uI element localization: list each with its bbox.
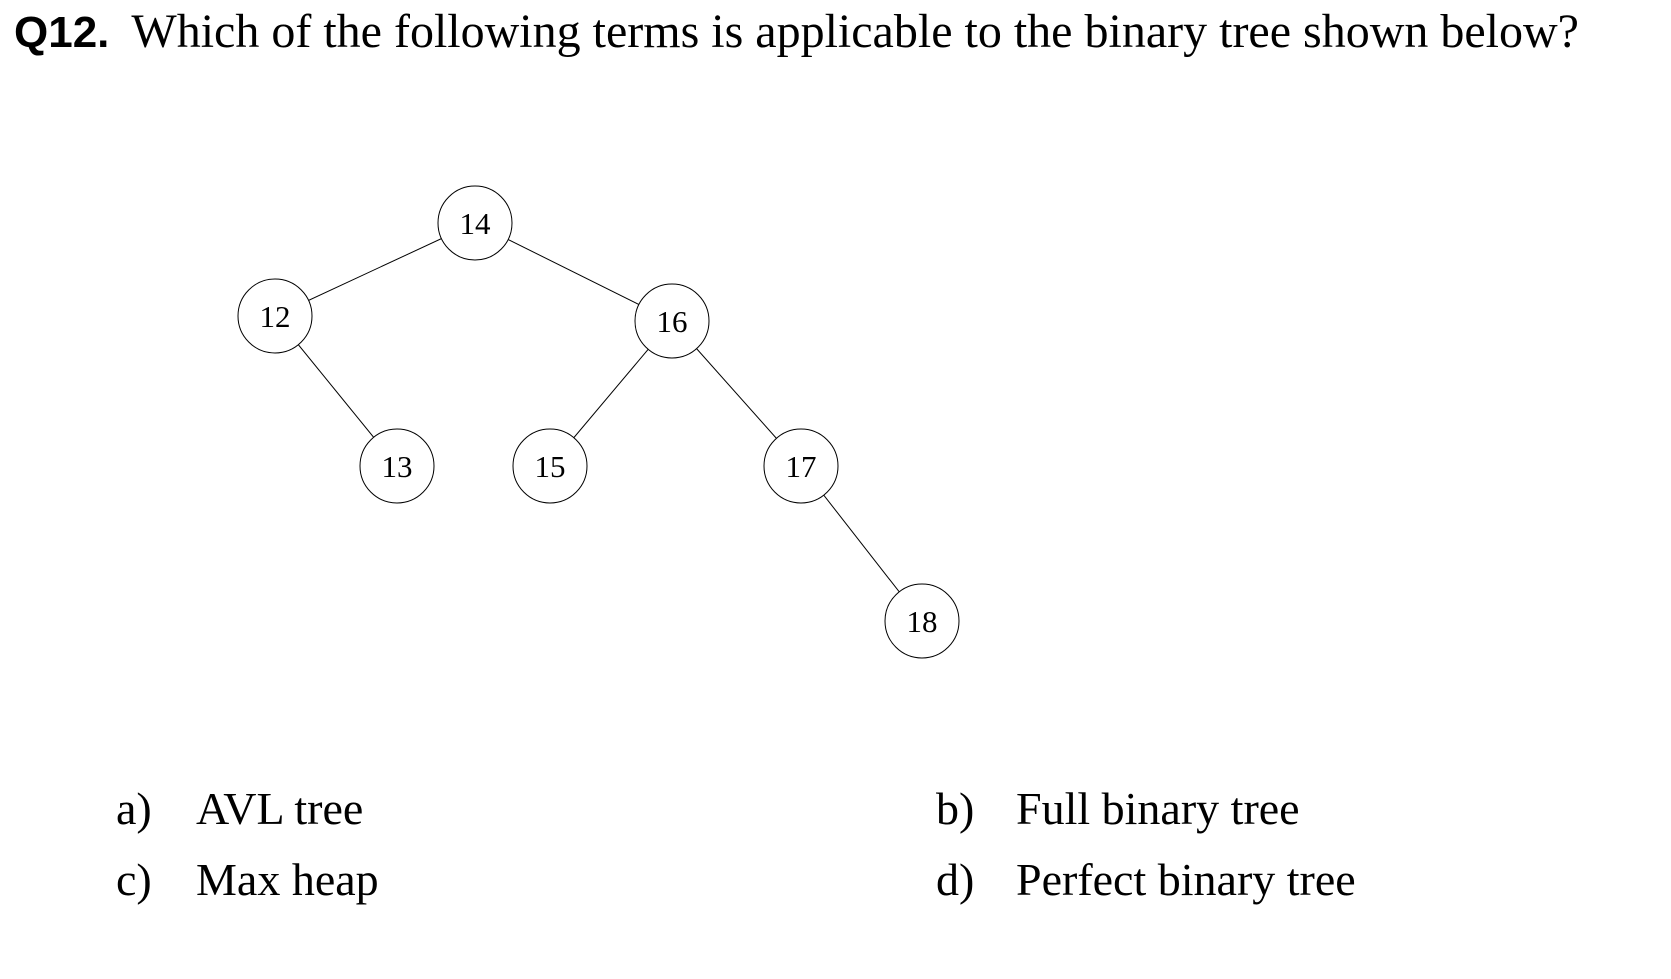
node-value: 16 bbox=[657, 304, 688, 339]
option-text: AVL tree bbox=[196, 783, 364, 834]
question-number: Q12. bbox=[14, 8, 110, 57]
option-c[interactable]: c) Max heap bbox=[116, 857, 379, 903]
node-value: 14 bbox=[460, 206, 492, 241]
node-value: 13 bbox=[382, 449, 413, 484]
tree-node-14: 14 bbox=[437, 185, 513, 261]
option-text: Max heap bbox=[196, 854, 379, 905]
tree-node-18: 18 bbox=[884, 583, 960, 659]
option-letter: a) bbox=[116, 783, 152, 834]
option-d[interactable]: d) Perfect binary tree bbox=[936, 857, 1356, 903]
option-b[interactable]: b) Full binary tree bbox=[936, 786, 1300, 832]
tree-node-16: 16 bbox=[634, 283, 710, 359]
tree-node-13: 13 bbox=[359, 428, 435, 504]
node-value: 18 bbox=[907, 604, 938, 639]
option-letter: b) bbox=[936, 783, 975, 834]
tree-node-15: 15 bbox=[512, 428, 588, 504]
tree-node-17: 17 bbox=[763, 428, 839, 504]
node-value: 12 bbox=[260, 299, 291, 334]
option-text: Full binary tree bbox=[1016, 783, 1300, 834]
question-text: Which of the following terms is applicab… bbox=[131, 5, 1579, 58]
option-text: Perfect binary tree bbox=[1016, 854, 1356, 905]
option-letter: c) bbox=[116, 854, 152, 905]
node-value: 15 bbox=[535, 449, 566, 484]
question-heading: Q12. Which of the following terms is appl… bbox=[14, 8, 1579, 56]
option-a[interactable]: a) AVL tree bbox=[116, 786, 363, 832]
tree-node-12: 12 bbox=[237, 278, 313, 354]
node-value: 17 bbox=[786, 449, 817, 484]
option-letter: d) bbox=[936, 854, 975, 905]
